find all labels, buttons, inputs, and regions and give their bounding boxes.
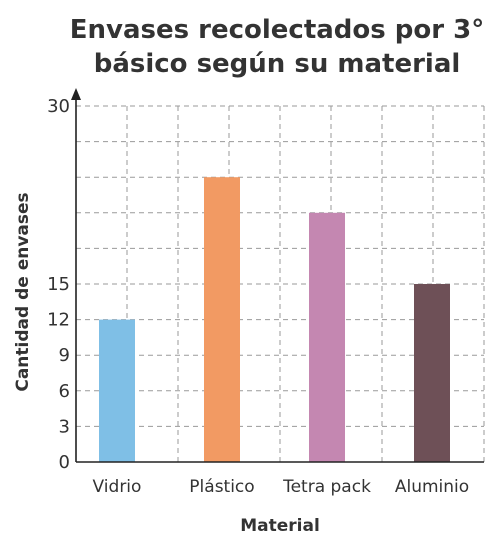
- axes: [71, 88, 484, 463]
- chart-title-line-1: Envases recolectados por 3°: [70, 15, 485, 45]
- y-tick-label: 30: [47, 96, 70, 117]
- x-category-label: Tetra pack: [282, 477, 371, 497]
- x-category-label: Aluminio: [395, 477, 469, 497]
- bar-vidrio: [99, 319, 135, 462]
- y-tick-label: 3: [59, 416, 70, 437]
- x-category-label: Plástico: [189, 477, 254, 497]
- x-category-labels: Vidrio Plástico Tetra pack Aluminio: [93, 477, 470, 497]
- bars: [99, 177, 450, 462]
- bar-plástico: [204, 177, 240, 462]
- bar-aluminio: [414, 284, 450, 462]
- chart-title-line-2: básico según su material: [94, 49, 461, 79]
- bar-tetra-pack: [309, 212, 345, 462]
- x-axis-label: Material: [240, 516, 320, 536]
- y-tick-label: 6: [59, 381, 70, 402]
- y-tick-label: 9: [59, 345, 70, 366]
- grid: [76, 105, 485, 462]
- x-category-label: Vidrio: [93, 477, 142, 497]
- y-axis-arrow: [71, 88, 81, 100]
- y-tick-label: 15: [47, 274, 70, 295]
- y-tick-labels: 0 3 6 9 12 15 30: [47, 96, 70, 473]
- y-tick-label: 0: [59, 452, 70, 473]
- y-tick-label: 12: [47, 310, 70, 331]
- y-axis-label: Cantidad de envases: [13, 192, 33, 391]
